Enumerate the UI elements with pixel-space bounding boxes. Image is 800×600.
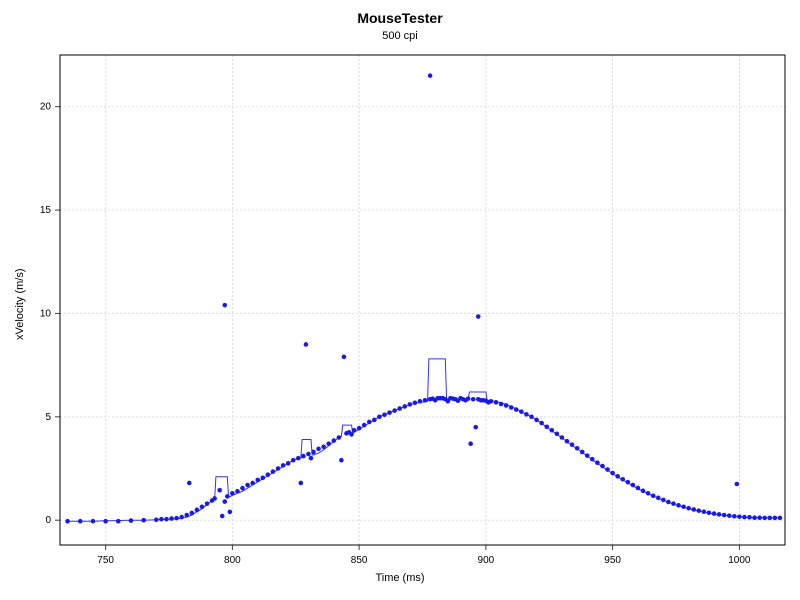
svg-text:5: 5 bbox=[45, 412, 51, 423]
chart-container: MouseTester 500 cpi xVelocity (m/s) Time… bbox=[0, 0, 800, 600]
svg-text:850: 850 bbox=[351, 555, 368, 566]
svg-text:15: 15 bbox=[40, 205, 52, 216]
svg-text:750: 750 bbox=[97, 555, 114, 566]
svg-text:20: 20 bbox=[40, 102, 52, 113]
svg-text:1000: 1000 bbox=[728, 555, 751, 566]
svg-text:950: 950 bbox=[604, 555, 621, 566]
svg-text:10: 10 bbox=[40, 308, 52, 319]
chart-plot: 750 800 850 900 950 1000 0 5 10 15 20 bbox=[0, 0, 800, 600]
svg-text:0: 0 bbox=[45, 515, 51, 526]
svg-text:800: 800 bbox=[224, 555, 241, 566]
svg-text:900: 900 bbox=[478, 555, 495, 566]
